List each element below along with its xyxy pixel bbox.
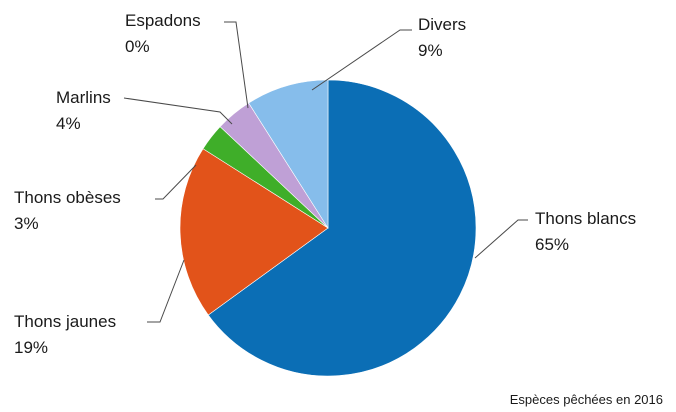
label-percent-thons-obeses: 3% [14,214,39,233]
label-percent-espadons: 0% [125,37,150,56]
label-percent-marlins: 4% [56,114,81,133]
leader-line-thons-jaunes [147,259,185,323]
leader-lines [123,21,528,323]
slice-thons-blancs [207,79,477,377]
label-percent-thons-jaunes: 19% [14,338,48,357]
label-name-thons-jaunes: Thons jaunes [14,312,116,331]
leader-line-thons-obeses [155,164,197,200]
leader-line-divers [311,29,412,91]
slice-thons-jaunes [179,148,329,316]
label-name-divers: Divers [418,15,466,34]
chart-caption: Espèces pêchées en 2016 [510,392,663,407]
leader-line-thons-blancs [474,219,528,259]
label-percent-divers: 9% [418,41,443,60]
pie-slices [179,79,477,377]
leader-line-espadons [224,21,249,109]
slice-labels: Thons blancs 65% Thons jaunes 19% Thons … [14,11,636,357]
label-name-thons-obeses: Thons obèses [14,188,121,207]
label-percent-thons-blancs: 65% [535,235,569,254]
label-name-espadons: Espadons [125,11,201,30]
leader-line-marlins [123,97,233,125]
label-name-thons-blancs: Thons blancs [535,209,636,228]
label-name-marlins: Marlins [56,88,111,107]
